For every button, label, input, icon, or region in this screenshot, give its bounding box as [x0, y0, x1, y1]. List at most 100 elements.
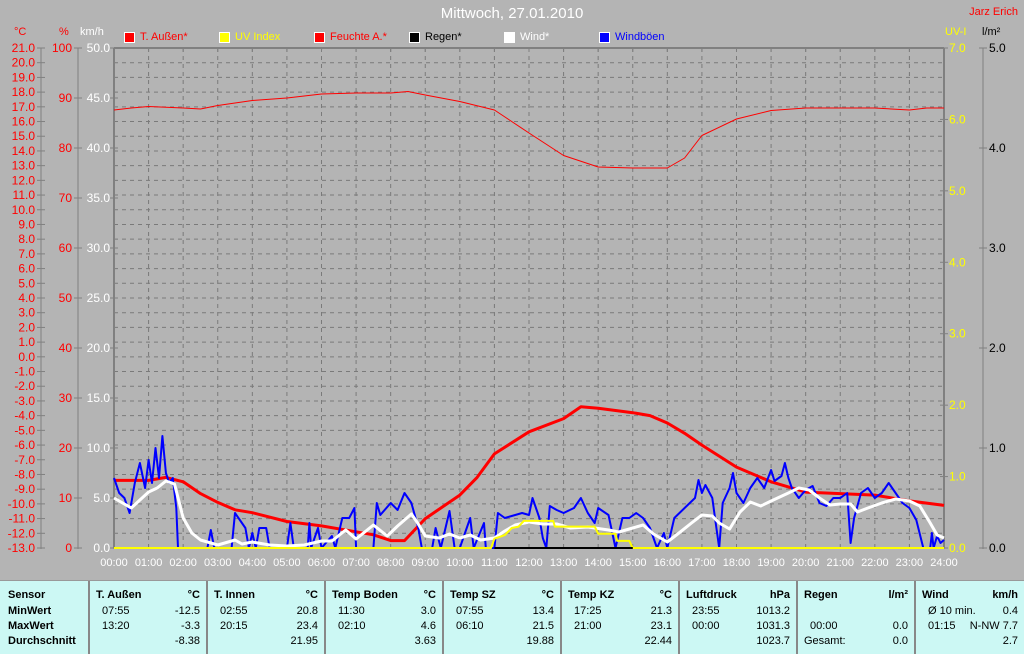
table-column: Temp KZ °C 17:25 21.3 21:00 23.1 22.44 [560, 581, 678, 654]
x-tick-label: 22:00 [861, 557, 889, 569]
uv-axis-tick-label: 5.0 [949, 184, 966, 198]
x-tick-label: 06:00 [308, 557, 336, 569]
temp-axis-tick-label: 11.0 [13, 188, 36, 202]
table-cell: °C [423, 589, 436, 601]
uv-axis-tick-label: 1.0 [949, 470, 966, 484]
table-cell: Temp KZ [568, 589, 615, 601]
table-column: Luftdruck hPa 23:55 1013.2 00:00 1031.3 1023.7 [678, 581, 796, 654]
uv-axis-tick-label: 6.0 [949, 112, 966, 126]
hum-axis-tick-label: 100 [52, 41, 72, 55]
hum-axis-unit: % [59, 26, 69, 38]
table-cell: °C [541, 589, 554, 601]
x-tick-label: 02:00 [169, 557, 197, 569]
temp-axis-tick-label: 4.0 [18, 291, 35, 305]
x-tick-label: 18:00 [723, 557, 751, 569]
x-tick-label: 10:00 [446, 557, 474, 569]
x-tick-label: 05:00 [273, 557, 301, 569]
temp-axis-tick-label: -13.0 [8, 541, 36, 555]
legend-swatch [124, 31, 135, 43]
x-tick-label: 11:00 [481, 557, 508, 569]
legend-label: Wind* [520, 31, 550, 43]
table-cell: Wind [922, 589, 949, 601]
table-cell: 23.4 [296, 620, 318, 632]
series-line-wind- [113, 479, 945, 548]
legend-swatch [409, 31, 420, 43]
uv-axis-tick-label: 7.0 [949, 41, 966, 55]
hum-axis-tick-label: 60 [59, 241, 73, 255]
table-cell: 0.0 [892, 620, 908, 632]
x-tick-label: 08:00 [377, 557, 405, 569]
x-tick-label: 20:00 [792, 557, 820, 569]
temp-axis-tick-label: 7.0 [18, 247, 35, 261]
table-cell: 21.3 [650, 605, 672, 617]
legend-item: Regen* [409, 31, 462, 43]
temp-axis-tick-label: 15.0 [12, 129, 36, 143]
table-cell: °C [305, 589, 318, 601]
hum-axis-tick-label: 40 [59, 341, 73, 355]
temp-axis-tick-label: 16.0 [12, 115, 36, 129]
table-cell: 1031.3 [756, 620, 790, 632]
table-cell: -12.5 [174, 605, 200, 617]
x-tick-label: 01:00 [135, 557, 163, 569]
x-tick-label: 15:00 [619, 557, 647, 569]
table-cell: 01:15 [928, 620, 956, 632]
temp-axis-tick-label: 13.0 [12, 159, 36, 173]
table-cell: 19.88 [526, 635, 554, 647]
x-tick-label: 12:00 [515, 557, 543, 569]
rain-axis-tick-label: 4.0 [989, 141, 1006, 155]
x-tick-label: 21:00 [826, 557, 854, 569]
wind-axis-tick-label: 15.0 [87, 391, 111, 405]
temp-axis-tick-label: 10.0 [12, 203, 36, 217]
x-tick-label: 00:00 [100, 557, 128, 569]
legend-label: T. Außen* [140, 31, 188, 43]
wind-axis-tick-label: 20.0 [87, 341, 111, 355]
temp-axis-tick-label: 3.0 [18, 306, 35, 320]
wind-axis-tick-label: 40.0 [87, 141, 111, 155]
table-cell: 21:00 [574, 620, 602, 632]
temp-axis-tick-label: -5.0 [14, 423, 35, 437]
table-column: T. Innen °C 02:55 20.8 20:15 23.4 21.95 [206, 581, 324, 654]
table-cell: MaxWert [8, 620, 54, 632]
wind-axis-unit: km/h [80, 26, 104, 38]
temp-axis-tick-label: 18.0 [12, 85, 36, 99]
table-cell: -3.3 [181, 620, 200, 632]
x-tick-label: 14:00 [584, 557, 612, 569]
author-label: Jarz Erich [969, 6, 1018, 18]
temp-axis-tick-label: 19.0 [12, 70, 36, 84]
hum-axis-tick-label: 0 [65, 541, 72, 555]
temp-axis-tick-label: 21.0 [12, 41, 36, 55]
table-cell: 1023.7 [756, 635, 790, 647]
table-cell: Temp Boden [332, 589, 398, 601]
table-cell: 4.6 [420, 620, 436, 632]
rain-axis-tick-label: 1.0 [989, 441, 1006, 455]
x-tick-label: 24:00 [930, 557, 958, 569]
table-cell: l/m² [888, 589, 908, 601]
hum-axis-tick-label: 30 [59, 391, 73, 405]
table-column: Temp SZ °C 07:55 13.4 06:10 21.5 19.88 [442, 581, 560, 654]
temp-axis-tick-label: -10.0 [8, 497, 36, 511]
table-cell: Sensor [8, 589, 46, 601]
temp-axis-tick-label: 6.0 [18, 262, 35, 276]
table-cell: 20.8 [296, 605, 318, 617]
temp-axis-tick-label: -2.0 [14, 379, 35, 393]
temp-axis-tick-label: -3.0 [14, 394, 35, 408]
x-tick-label: 04:00 [239, 557, 267, 569]
temp-axis-tick-label: -8.0 [14, 467, 35, 481]
rain-axis-unit: l/m² [982, 26, 1001, 38]
hum-axis-tick-label: 10 [59, 491, 73, 505]
temp-axis-tick-label: -6.0 [14, 438, 35, 452]
table-cell: Ø 10 min. [928, 605, 976, 617]
table-cell: 3.0 [420, 605, 436, 617]
table-cell: 13:20 [102, 620, 130, 632]
legend-item: Windböen [599, 31, 665, 43]
table-cell: T. Außen [96, 589, 142, 601]
x-tick-label: 09:00 [411, 557, 439, 569]
legend-item: Feuchte A.* [314, 31, 387, 43]
legend-item: T. Außen* [124, 31, 188, 43]
wind-axis-tick-label: 25.0 [87, 291, 111, 305]
table-cell: °C [187, 589, 200, 601]
temp-axis-tick-label: 9.0 [18, 217, 35, 231]
temp-axis-tick-label: 17.0 [12, 100, 36, 114]
series-line-t-au-en- [114, 405, 945, 543]
hum-axis-tick-label: 90 [59, 91, 73, 105]
